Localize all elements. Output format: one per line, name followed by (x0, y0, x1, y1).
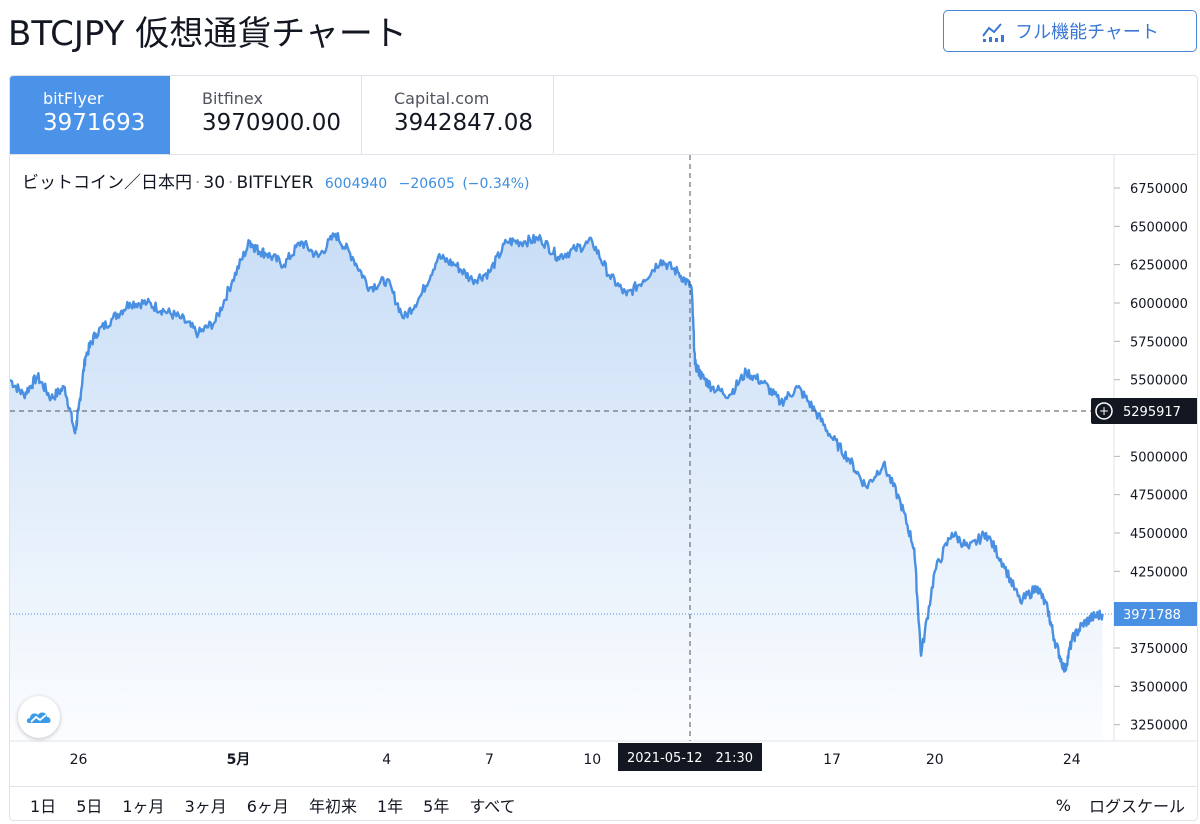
cloud-logo-icon (26, 712, 51, 723)
range-button[interactable]: 1年 (376, 796, 404, 816)
range-button[interactable]: 1ヶ月 (122, 796, 165, 816)
legend-symbol: ビットコイン／日本円 (22, 173, 192, 193)
exchange-tabs: bitFlyer 3971693 Bitfinex 3970900.00 Cap… (10, 76, 555, 155)
legend-last-price: 6004940 (324, 176, 388, 192)
plus-icon-glyph: + (1099, 404, 1109, 418)
price-area-fill (10, 233, 1103, 740)
tabs-divider (555, 154, 1197, 155)
y-tick-label: 5500000 (1130, 374, 1188, 389)
chart-widget: bitFlyer 3971693 Bitfinex 3970900.00 Cap… (9, 75, 1198, 821)
full-chart-button[interactable]: フル機能チャート (943, 10, 1197, 52)
range-button[interactable]: 1日 (30, 796, 57, 816)
range-buttons: 1日 5日 1ヶ月 3ヶ月 6ヶ月 年初来 1年 5年 すべて (20, 793, 526, 817)
y-tick-label: 5000000 (1130, 450, 1188, 465)
range-toolbar: 1日 5日 1ヶ月 3ヶ月 6ヶ月 年初来 1年 5年 すべて % ログスケール (10, 786, 1197, 820)
price-series-line (10, 231, 1104, 673)
range-button[interactable]: 5年 (423, 796, 450, 816)
tab-bitflyer[interactable]: bitFlyer 3971693 (10, 76, 170, 155)
tab-price: 3970900.00 (202, 110, 342, 136)
crosshair-time-label-bg (618, 743, 762, 771)
tab-exchange-name: Bitfinex (202, 89, 263, 108)
y-tick-label: 4750000 (1130, 489, 1188, 504)
percent-scale-button[interactable]: % (1055, 795, 1071, 815)
tab-price: 3942847.08 (394, 110, 534, 136)
x-tick-label: 20 (926, 752, 944, 768)
log-scale-button[interactable]: ログスケール (1088, 797, 1185, 816)
x-tick-label: 10 (583, 752, 601, 768)
y-tick-label: 6750000 (1130, 182, 1188, 197)
y-tick-label: 6000000 (1130, 297, 1188, 312)
chart-icon (982, 23, 1005, 42)
x-tick-label: 24 (1063, 752, 1081, 768)
x-tick-label: 17 (823, 752, 841, 768)
legend-separator: · (228, 173, 234, 193)
range-button[interactable]: 6ヶ月 (246, 796, 289, 816)
range-button[interactable]: すべて (469, 796, 516, 816)
y-tick-label: 6500000 (1130, 220, 1188, 235)
last-price-label-bg (1114, 601, 1197, 626)
tab-bitfinex[interactable]: Bitfinex 3970900.00 (170, 76, 362, 155)
range-button[interactable]: 3ヶ月 (184, 796, 227, 816)
chart-legend: ビットコイン／日本円 · 30 · BITFLYER 6004940 −20605 (−… (22, 168, 529, 193)
legend-interval: 30 (203, 173, 226, 193)
range-button[interactable]: 年初来 (308, 796, 357, 816)
y-tick-label: 3250000 (1130, 719, 1188, 734)
price-scale-bg (1114, 155, 1197, 786)
x-tick-label: 26 (70, 752, 88, 768)
y-tick-label: 4500000 (1130, 527, 1188, 542)
legend-change: −20605 (398, 176, 455, 192)
y-tick-label: 3750000 (1130, 642, 1188, 657)
y-tick-label: 6250000 (1130, 259, 1188, 274)
x-tick-label: 5月 (227, 752, 251, 768)
x-tick-label: 4 (382, 752, 391, 768)
tab-exchange-name: Capital.com (394, 89, 490, 108)
y-tick-label: 3500000 (1130, 680, 1188, 695)
legend-exchange: BITFLYER (236, 173, 314, 193)
tab-exchange-name: bitFlyer (43, 89, 104, 108)
page-title: BTCJPY 仮想通貨チャート (8, 14, 407, 54)
x-tick-label: 7 (485, 752, 494, 768)
range-button[interactable]: 5日 (76, 796, 103, 816)
legend-change-pct: (−0.34%) (462, 176, 530, 192)
legend-separator: · (195, 173, 201, 193)
scale-tools: % ログスケール (1055, 787, 1185, 820)
crosshair-price-label-bg (1091, 397, 1197, 424)
price-chart[interactable]: 3250000350000037500004000000425000045000… (10, 155, 1198, 786)
tradingview-logo-button[interactable] (18, 696, 60, 738)
add-alert-icon (1095, 402, 1113, 420)
crosshair-price-label: 5295917 (1123, 405, 1181, 420)
last-price-label: 3971788 (1123, 608, 1181, 623)
full-chart-label: フル機能チャート (1015, 22, 1159, 43)
crosshair-time-label: 2021-05-12 21:30 (627, 751, 753, 766)
tab-capital-com[interactable]: Capital.com 3942847.08 (362, 76, 554, 155)
tab-price: 3971693 (43, 110, 146, 136)
y-tick-label: 5750000 (1130, 335, 1188, 350)
y-tick-label: 4250000 (1130, 565, 1188, 580)
